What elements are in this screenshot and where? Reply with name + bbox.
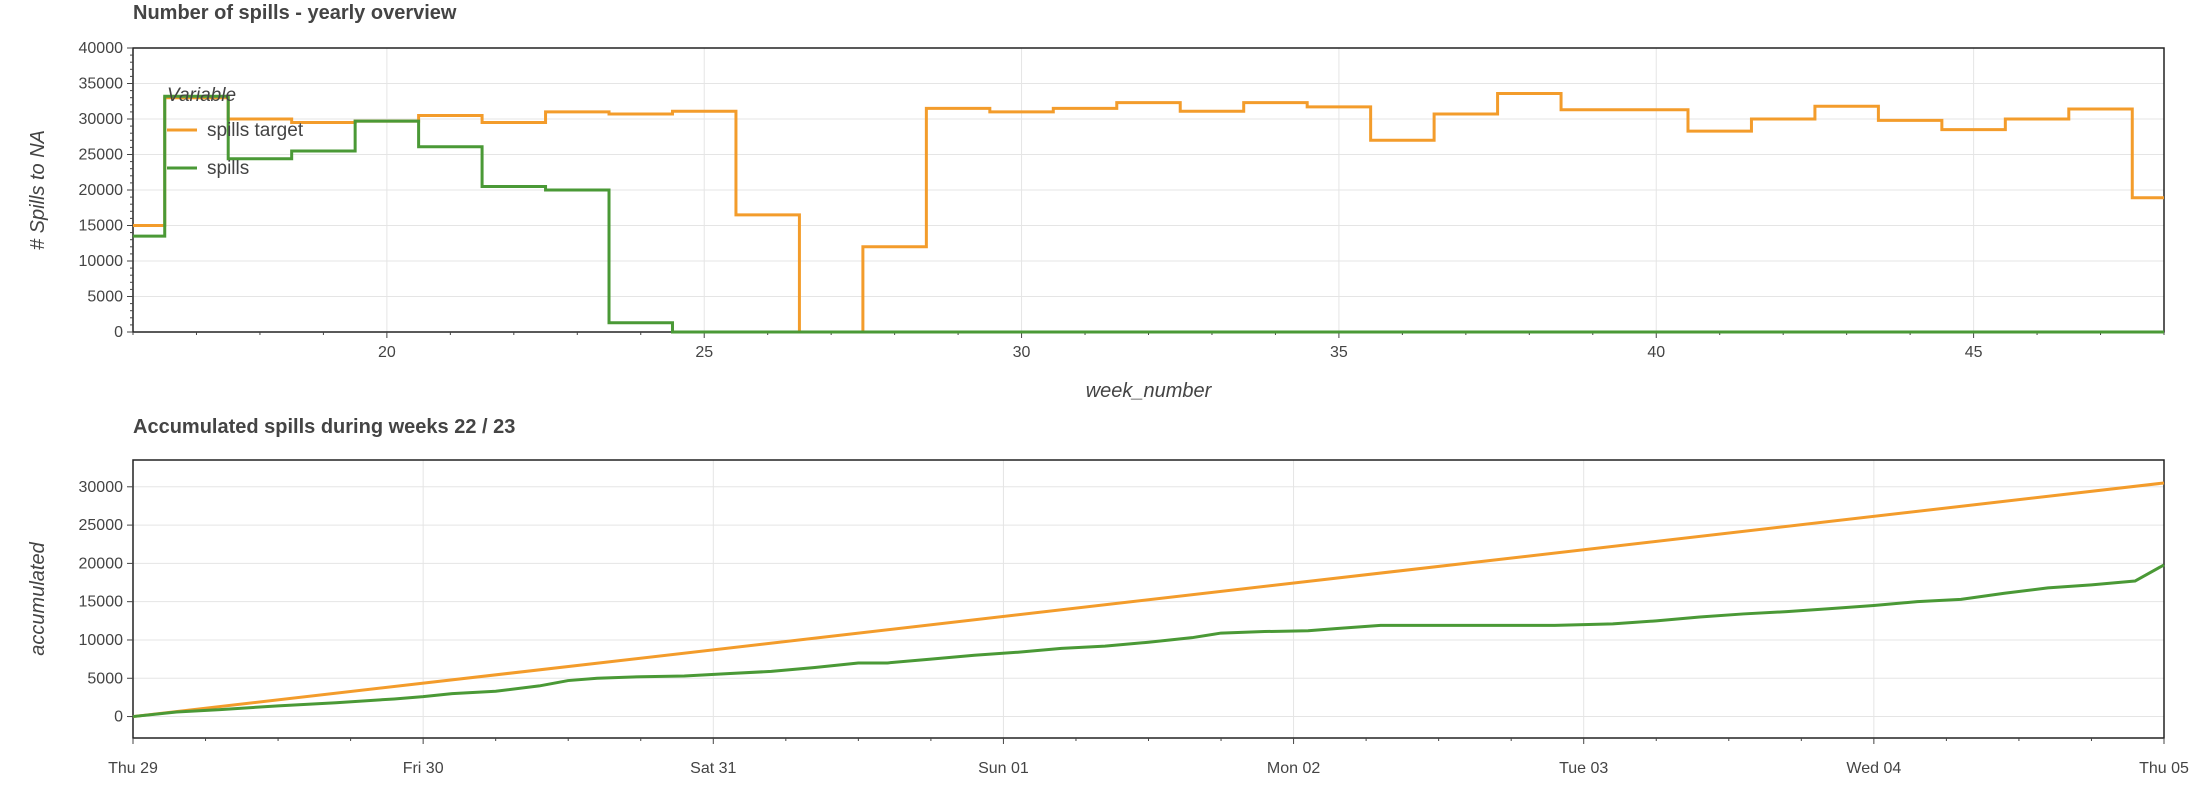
x-tick-label: 30: [1013, 344, 1031, 361]
x-tick-label: 35: [1330, 344, 1348, 361]
x-tick-label: 40: [1647, 344, 1665, 361]
series-line-spills-target: [132, 481, 2165, 719]
legend-title: Variable: [167, 85, 236, 106]
y-tick-label: 25000: [79, 147, 124, 164]
x-tick-label: Sun 01: [978, 760, 1029, 777]
x-tick-label: 20: [378, 344, 396, 361]
y-tick-label: 5000: [87, 670, 123, 687]
x-tick-label: 25: [695, 344, 713, 361]
legend-label: spills: [207, 158, 249, 179]
y-tick-label: 0: [114, 324, 123, 341]
x-tick-label: Thu 05: [2139, 760, 2189, 777]
series-line-spills-target: [133, 91, 2164, 334]
y-tick-label: 25000: [79, 517, 124, 534]
x-tick-label: Wed 04: [1846, 760, 1901, 777]
y-tick-label: 40000: [79, 40, 124, 57]
y-axis-title: accumulated: [27, 541, 49, 655]
x-tick-label: Fri 30: [403, 760, 444, 777]
y-tick-label: 15000: [79, 594, 124, 611]
chart-2-title: Accumulated spills during weeks 22 / 23: [133, 416, 516, 438]
series-line-spills: [133, 94, 2164, 334]
y-tick-label: 35000: [79, 76, 124, 93]
y-axis-title: # Spills to NA: [27, 130, 49, 250]
y-tick-label: 0: [114, 709, 123, 726]
x-tick-label: Tue 03: [1559, 760, 1608, 777]
y-tick-label: 15000: [79, 218, 124, 235]
x-tick-label: Mon 02: [1267, 760, 1320, 777]
series-line-spills: [132, 563, 2165, 719]
y-tick-label: 20000: [79, 182, 124, 199]
legend-label: spills target: [207, 120, 304, 141]
y-tick-label: 30000: [79, 479, 124, 496]
y-tick-label: 30000: [79, 111, 124, 128]
y-tick-label: 10000: [79, 253, 124, 270]
x-axis-title: week_number: [1086, 380, 1213, 402]
x-tick-label: Thu 29: [108, 760, 158, 777]
y-tick-label: 5000: [87, 289, 123, 306]
chart-1-title: Number of spills - yearly overview: [133, 2, 457, 24]
x-tick-label: 45: [1965, 344, 1983, 361]
y-tick-label: 20000: [79, 555, 124, 572]
x-tick-label: Sat 31: [690, 760, 736, 777]
y-tick-label: 10000: [79, 632, 124, 649]
